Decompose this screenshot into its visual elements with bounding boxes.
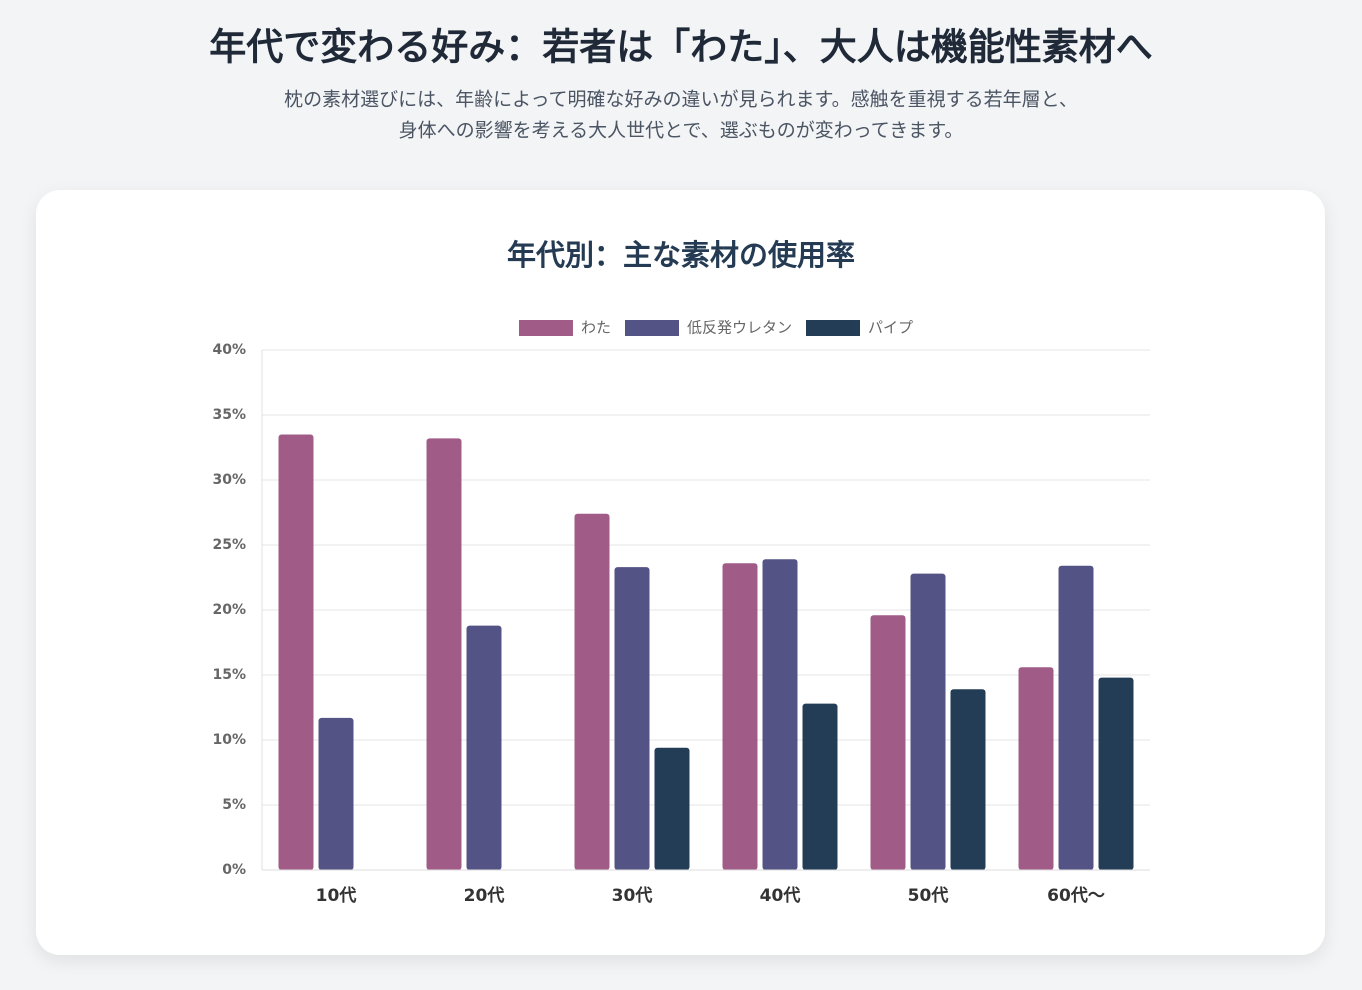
y-tick-label: 35% xyxy=(212,407,246,423)
chart-card xyxy=(36,190,1325,955)
x-tick-label: 40代 xyxy=(760,885,801,906)
x-tick-label: 50代 xyxy=(908,885,949,906)
subtitle-line: 身体への影響を考える大人世代とで、選ぶものが変わってきます。 xyxy=(399,120,964,142)
y-tick-label: 25% xyxy=(212,537,246,553)
y-tick-label: 15% xyxy=(212,667,246,683)
y-tick-label: 30% xyxy=(212,472,246,488)
x-tick-label: 60代〜 xyxy=(1047,885,1105,906)
bar xyxy=(762,559,798,870)
bar xyxy=(574,513,610,870)
bar xyxy=(1018,667,1054,870)
bar xyxy=(278,434,314,870)
legend-swatch xyxy=(806,320,861,336)
legend-label: パイプ xyxy=(868,319,913,337)
subtitle-line: 枕の素材選びには、年齢によって明確な好みの違いが見られます。感触を重視する若年層… xyxy=(284,89,1078,111)
legend-swatch xyxy=(624,320,679,336)
legend-swatch xyxy=(518,320,573,336)
bar xyxy=(466,625,502,870)
legend-label: わた xyxy=(581,319,611,337)
legend-label: 低反発ウレタン xyxy=(687,319,792,337)
bar xyxy=(318,717,354,870)
bar xyxy=(950,689,986,870)
y-tick-label: 40% xyxy=(212,342,246,358)
x-tick-label: 20代 xyxy=(464,885,505,906)
bar xyxy=(1098,677,1134,870)
y-tick-label: 20% xyxy=(212,602,246,618)
bar xyxy=(614,567,650,870)
bar xyxy=(870,615,906,870)
y-tick-label: 10% xyxy=(212,732,246,748)
bar xyxy=(802,703,838,870)
bar xyxy=(910,573,946,870)
page-title: 年代で変わる好み：若者は「わた」、大人は機能性素材へ xyxy=(209,26,1153,69)
x-tick-label: 10代 xyxy=(316,885,357,906)
bar xyxy=(426,438,462,870)
y-tick-label: 5% xyxy=(222,797,246,813)
bar xyxy=(654,747,690,870)
chart-title: 年代別：主な素材の使用率 xyxy=(507,238,855,272)
bar xyxy=(1058,565,1094,870)
bar xyxy=(722,563,758,870)
y-tick-label: 0% xyxy=(222,862,246,878)
x-tick-label: 30代 xyxy=(612,885,653,906)
